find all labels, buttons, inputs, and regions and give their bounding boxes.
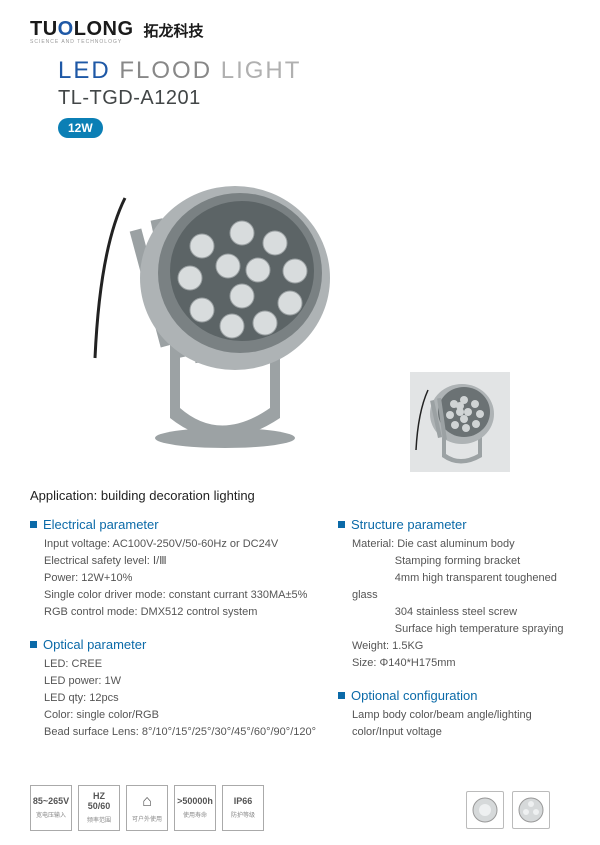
title-light: LIGHT [221, 57, 302, 84]
spec-row: Input voltage: AC100V-250V/50-60Hz or DC… [44, 536, 320, 553]
product-image-thumbnail [410, 372, 510, 472]
title-led: LED [58, 57, 111, 84]
application-label: Application: [30, 488, 97, 503]
structure-section: Structure parameter Material: Die cast a… [338, 517, 570, 672]
bullet-icon [30, 521, 37, 528]
application-value: building decoration lighting [101, 488, 255, 503]
logo-en-post: LONG [74, 18, 134, 40]
voltage-icon: 85~265V 宽电压输入 [30, 785, 72, 831]
spec-row: Single color driver mode: constant curra… [44, 587, 320, 604]
structure-title: Structure parameter [351, 517, 467, 532]
product-category: LED FLOOD LIGHT [58, 57, 570, 85]
spec-row: Bead surface Lens: 8°/10°/15°/25°/30°/45… [44, 724, 320, 741]
electrical-title: Electrical parameter [43, 517, 159, 532]
lens-thumbnail [512, 791, 550, 829]
model-number: TL-TGD-A1201 [58, 87, 570, 110]
optical-title: Optical parameter [43, 637, 146, 652]
spec-row: Stamping forming bracket [352, 553, 570, 570]
product-image-area [30, 148, 570, 478]
spec-row: 4mm high transparent toughened glass [352, 570, 570, 604]
spec-row: LED qty: 12pcs [44, 690, 320, 707]
bullet-icon [30, 641, 37, 648]
spec-columns: Electrical parameter Input voltage: AC10… [30, 517, 570, 757]
spec-row: LED power: 1W [44, 673, 320, 690]
logo-en-pre: TU [30, 18, 58, 40]
wattage-badge: 12W [58, 118, 103, 138]
bullet-icon [338, 521, 345, 528]
spec-row: Color: single color/RGB [44, 707, 320, 724]
product-image-main [90, 158, 350, 458]
spec-row: Lamp body color/beam angle/lighting colo… [352, 707, 570, 741]
spec-row: Weight: 1.5KG [352, 638, 570, 655]
logo-block: TUOLONG SCIENCE AND TECHNOLOGY 拓龙科技 [30, 18, 570, 45]
certification-icon-row: 85~265V 宽电压输入 HZ 50/60 频率范围 ⌂ 可户外使用 >500… [30, 785, 264, 831]
lens-thumbnail-row [466, 791, 550, 829]
spec-row: Surface high temperature spraying [352, 621, 570, 638]
spec-row: Material: Die cast aluminum body [352, 536, 570, 553]
spec-row: Size: Φ140*H175mm [352, 655, 570, 672]
lifespan-icon: >50000h 使用寿命 [174, 785, 216, 831]
spec-row: LED: CREE [44, 656, 320, 673]
logo-subtitle: SCIENCE AND TECHNOLOGY [30, 39, 134, 45]
title-block: LED FLOOD LIGHT TL-TGD-A1201 12W [58, 57, 570, 138]
logo-en-o: O [58, 18, 74, 40]
lens-thumbnail [466, 791, 504, 829]
optional-title: Optional configuration [351, 688, 477, 703]
optional-section: Optional configuration Lamp body color/b… [338, 688, 570, 741]
outdoor-icon: ⌂ 可户外使用 [126, 785, 168, 831]
logo-cn: 拓龙科技 [144, 20, 204, 41]
title-flood: FLOOD [119, 57, 212, 84]
electrical-section: Electrical parameter Input voltage: AC10… [30, 517, 320, 621]
application-line: Application: building decoration lightin… [30, 488, 570, 503]
optical-section: Optical parameter LED: CREE LED power: 1… [30, 637, 320, 741]
spec-row: 304 stainless steel screw [352, 604, 570, 621]
bullet-icon [338, 692, 345, 699]
spec-row: Power: 12W+10% [44, 570, 320, 587]
spec-row: Electrical safety level: Ⅰ/Ⅲ [44, 553, 320, 570]
spec-row: RGB control mode: DMX512 control system [44, 604, 320, 621]
ip-rating-icon: IP66 防护等级 [222, 785, 264, 831]
frequency-icon: HZ 50/60 频率范围 [78, 785, 120, 831]
